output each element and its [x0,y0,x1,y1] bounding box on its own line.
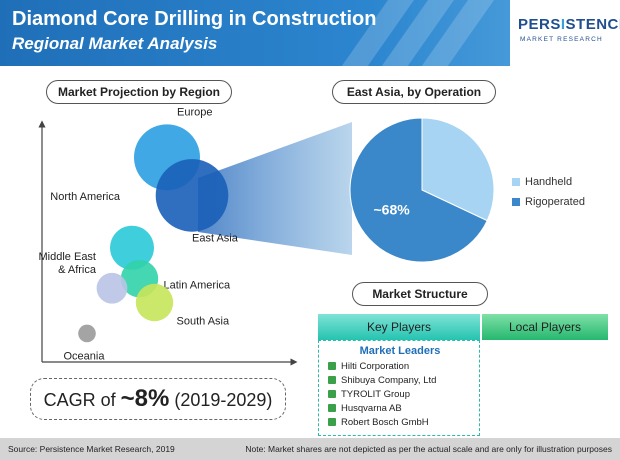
brand-logo: PERSISTENCE MARKET RESEARCH [510,0,620,66]
bubble-label-europe: Europe [177,106,212,118]
page-title: Diamond Core Drilling in Construction [12,8,377,30]
market-leaders-box: Market Leaders Hilti Corporation Shibuya… [318,340,480,436]
pie-label-rigoperated: ~68% [374,201,411,217]
leader-item: Husqvarna AB [328,403,402,414]
key-players-header: Key Players [318,314,480,340]
bubble-label-south-asia: South Asia [177,316,230,328]
bubble-north-america [110,225,154,270]
bubble-east-asia [155,159,229,232]
rigoperated-swatch [512,198,520,207]
bubble-label-oceania: Oceania [64,350,106,362]
cagr-callout: CAGR of ~8% (2019-2029) [30,378,286,420]
leader-item: Robert Bosch GmbH [328,417,429,428]
local-players-header: Local Players [482,314,608,340]
header-banner: Diamond Core Drilling in Construction Re… [0,0,620,66]
pie-slice-handheld [421,117,495,222]
legend-handheld: Handheld [512,176,572,188]
leader-item: Hilti Corporation [328,361,409,372]
bubble-south-asia [135,283,174,322]
source-note: Source: Persistence Market Research, 201… [8,444,175,454]
bubble-middle-east-africa [96,272,128,304]
leader-icon [328,418,336,426]
bubble-label-east-asia: East Asia [192,232,239,244]
bubble-label-north-america: North America [50,191,121,203]
bubble-oceania [78,324,96,343]
pie-chart-label: East Asia, by Operation [332,80,496,104]
page-subtitle: Regional Market Analysis [12,34,218,53]
leader-icon [328,362,336,370]
leader-icon [328,404,336,412]
leader-item: TYROLIT Group [328,389,410,400]
legend-rigoperated: Rigoperated [512,196,585,208]
leader-icon [328,376,336,384]
handheld-swatch [512,178,520,187]
market-structure-label: Market Structure [352,282,488,306]
bubble-label-middle-east-africa: Middle East & Africa [39,251,97,276]
footer: Source: Persistence Market Research, 201… [0,438,620,460]
bubble-label-latin-america: Latin America [164,280,232,292]
pie-slice-rigoperated [349,117,488,263]
market-leaders-title: Market Leaders [359,345,441,357]
zoom-wedge [198,122,352,255]
leader-icon [328,390,336,398]
leader-item: Shibuya Company, Ltd [328,375,436,386]
disclaimer-note: Note: Market shares are not depicted as … [245,444,612,454]
bubble-chart-label: Market Projection by Region [46,80,232,104]
